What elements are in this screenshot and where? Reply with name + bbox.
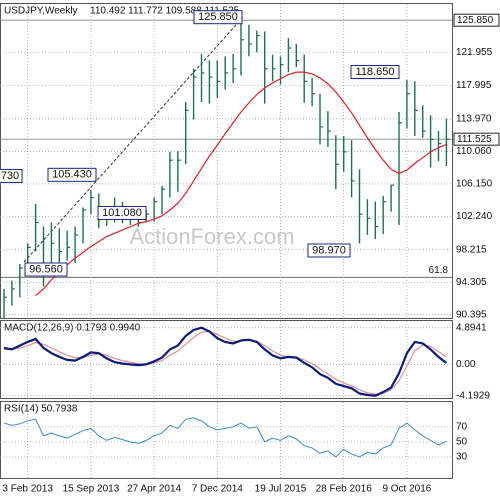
- annotation-label: 101.080: [102, 207, 142, 219]
- y-tick-label: 94.305: [456, 277, 487, 288]
- x-tick-label: 27 Apr 2014: [127, 484, 181, 495]
- annotation-label: 98.970: [312, 244, 346, 256]
- chart-title: USDJPY,Weekly: [4, 6, 78, 17]
- macd-title: MACD(12,26,9) 0.1793 0.9940: [4, 323, 141, 334]
- x-tick-label: 7 Dec 2014: [192, 484, 244, 495]
- annotation-box: [350, 65, 400, 80]
- watermark: ActionForex.com: [129, 224, 294, 249]
- annotation-box: [97, 205, 147, 220]
- y-tick-label: 117.995: [456, 80, 492, 91]
- x-tick-label: 28 Feb 2016: [316, 484, 373, 495]
- macd-signal: [4, 330, 447, 395]
- level-label: 111.525: [457, 134, 492, 145]
- annotation-label: 730: [1, 170, 19, 182]
- y-tick-label: 4.8941: [456, 322, 487, 333]
- fib-label: 61.8: [429, 265, 449, 276]
- y-tick-label: 110.060: [456, 146, 492, 157]
- annotation-label: 118.650: [356, 66, 395, 78]
- annotation-label: 105.430: [52, 169, 92, 181]
- y-tick-label: 121.955: [456, 47, 493, 58]
- annotation-box: [0, 168, 23, 183]
- rsi-panel: [0, 401, 453, 479]
- annotation-box: [24, 262, 68, 277]
- x-tick-label: 19 Jul 2015: [255, 484, 307, 495]
- x-tick-label: 15 Sep 2013: [63, 484, 120, 495]
- y-tick-label: 102.240: [456, 211, 493, 222]
- annotation-label: 125.850: [198, 11, 238, 23]
- y-tick-label: 90.395: [456, 309, 487, 320]
- rsi-line: [3, 417, 447, 458]
- header-values: 110.492 111.772 109.588 111.525: [90, 6, 240, 17]
- y-tick-label: 98.215: [456, 244, 487, 255]
- level-box: [453, 132, 500, 146]
- level-label: 125.850: [457, 15, 494, 26]
- macd-line: [3, 326, 448, 397]
- annotation-box: [307, 243, 351, 258]
- annotation-box: [193, 10, 243, 25]
- y-tick-label: 50: [456, 437, 468, 448]
- moving-average: [35, 71, 447, 297]
- annotation-box: [47, 167, 97, 182]
- macd-panel: [0, 320, 453, 399]
- y-tick-label: -4.1929: [456, 390, 490, 401]
- y-tick-label: 113.970: [456, 114, 492, 125]
- level-box: [453, 13, 500, 27]
- price-panel: [0, 3, 453, 319]
- annotation-label: 96.560: [29, 263, 63, 275]
- y-tick-label: 106.150: [456, 178, 493, 189]
- y-tick-label: 30: [456, 452, 468, 463]
- x-tick-label: 3 Feb 2013: [2, 484, 53, 495]
- y-tick-label: 70: [456, 421, 468, 432]
- rsi-title: RSI(14) 50.7938: [4, 404, 78, 415]
- y-tick-label: 0.00: [456, 359, 476, 370]
- x-tick-label: 9 Oct 2016: [382, 484, 431, 495]
